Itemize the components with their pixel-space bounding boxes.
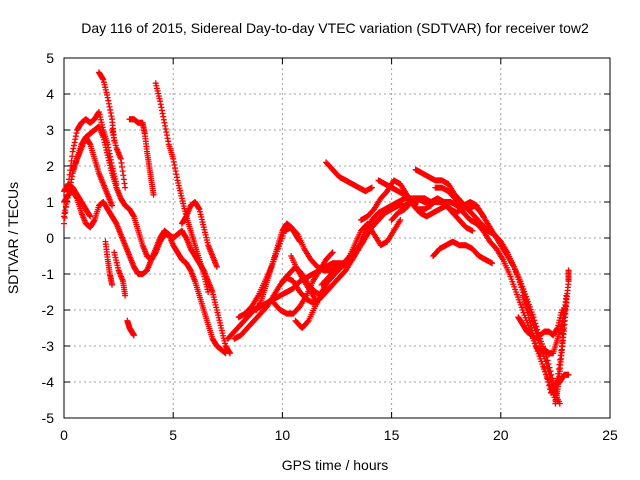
y-tick-label: 2 [46, 158, 54, 174]
series-arc-7 [109, 127, 129, 191]
data-point [360, 238, 367, 245]
series-arc-23 [323, 159, 375, 195]
x-tick-label: 25 [602, 427, 618, 443]
data-point [296, 238, 303, 245]
series-arc-29 [421, 195, 487, 220]
y-tick-label: 3 [46, 122, 54, 138]
data-point [150, 191, 157, 198]
x-tick-labels: 0 5 10 15 20 25 [60, 427, 618, 443]
data-point [397, 217, 404, 223]
x-tick-label: 5 [169, 427, 177, 443]
data-point [213, 263, 220, 270]
series-arc-13 [178, 199, 220, 270]
y-tick-label: -1 [42, 266, 55, 282]
x-axis-label: GPS time / hours [282, 457, 389, 473]
series-arc-5 [69, 134, 116, 209]
series-arc-17 [253, 220, 303, 313]
series-arc-25 [375, 177, 434, 213]
data-point [304, 318, 311, 325]
data-point [122, 184, 129, 191]
series-arc-10 [124, 317, 137, 339]
y-tick-label: -3 [42, 338, 55, 354]
y-tick-label: -4 [42, 374, 55, 390]
x-tick-label: 15 [384, 427, 400, 443]
x-tick-label: 20 [493, 427, 509, 443]
series-arc-3 [61, 188, 229, 357]
data-marks [61, 69, 572, 407]
data-point [543, 371, 550, 378]
series-arc-11 [126, 116, 157, 198]
data-point [489, 260, 496, 267]
y-tick-label: -2 [42, 302, 55, 318]
y-tick-label: 0 [46, 230, 54, 246]
series-arc-8 [102, 238, 116, 288]
data-point [87, 213, 94, 220]
data-point [205, 289, 212, 295]
data-point [565, 267, 572, 274]
series-arc-31 [515, 307, 565, 342]
data-point [534, 326, 541, 333]
data-point [359, 239, 366, 246]
series-arc-9 [111, 249, 129, 299]
data-point [541, 364, 548, 371]
data-point [480, 213, 487, 220]
data-point [130, 332, 137, 339]
data-point [329, 249, 336, 256]
series-arc-26 [388, 195, 559, 403]
data-point [533, 323, 540, 330]
data-point [532, 320, 539, 327]
y-tick-label: 4 [46, 86, 54, 102]
data-point [563, 292, 570, 299]
series-arc-22 [318, 217, 404, 288]
axis-ticks [63, 57, 611, 419]
series-arc-4 [61, 181, 94, 220]
data-point [122, 292, 129, 299]
y-tick-label: -5 [42, 410, 55, 426]
data-point [546, 382, 553, 389]
data-point [61, 220, 67, 227]
data-point [545, 379, 552, 385]
grid-lines [64, 58, 610, 418]
chart-title: Day 116 of 2015, Sidereal Day-to-day VTE… [81, 20, 589, 36]
y-axis-label: SDTVAR / TECUs [5, 182, 21, 294]
data-point [542, 368, 549, 375]
data-point [109, 202, 116, 209]
series-arc-35 [541, 292, 570, 396]
data-point [328, 250, 335, 257]
y-tick-label: 5 [46, 50, 54, 66]
data-point [544, 357, 551, 364]
series-arc-6 [95, 69, 118, 144]
x-tick-label: 0 [60, 427, 68, 443]
series-arc-18 [270, 249, 336, 317]
series-arc-21 [288, 253, 321, 306]
data-point [109, 281, 116, 288]
data-point [544, 375, 551, 382]
series-arc-30 [430, 238, 496, 267]
series-arc-28 [432, 184, 561, 403]
data-point [565, 371, 572, 378]
data-point [469, 227, 476, 234]
y-tick-label: 1 [46, 194, 54, 210]
data-point [343, 257, 350, 264]
y-tick-labels: -5 -4 -3 -2 -1 0 1 2 3 4 5 [42, 50, 55, 426]
data-point [368, 184, 375, 191]
data-point [222, 350, 229, 357]
data-point [545, 361, 552, 367]
x-tick-label: 10 [275, 427, 291, 443]
data-point [543, 353, 550, 360]
data-point [314, 299, 321, 306]
